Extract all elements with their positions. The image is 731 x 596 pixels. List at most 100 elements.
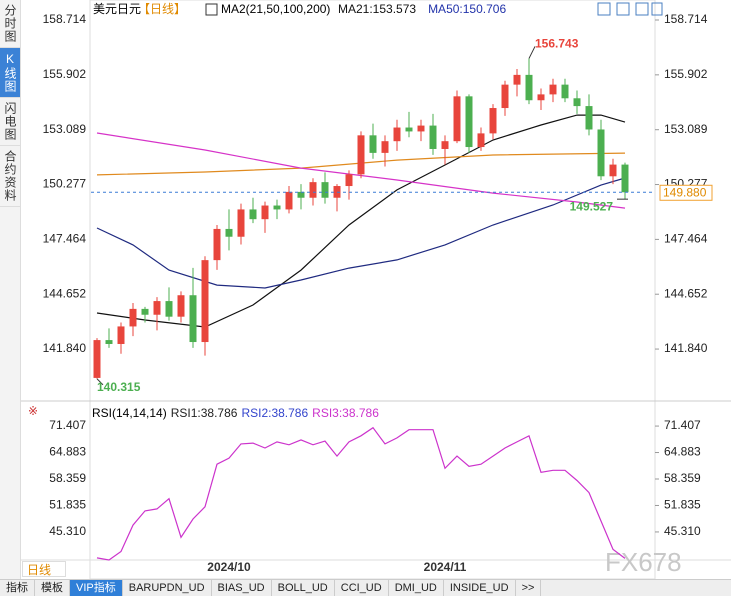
icon[interactable]: [651, 2, 663, 16]
y-tick-label: 45.310: [49, 524, 86, 538]
y-tick-label: 158.714: [43, 12, 87, 26]
last-price-label: 149.880: [663, 185, 707, 199]
symbol: 美元日元: [93, 2, 141, 16]
legend-entry: RSI3:38.786: [312, 406, 379, 420]
candle-body: [297, 191, 305, 198]
low-annotation: 140.315: [97, 380, 141, 394]
watermark: FX678: [605, 547, 682, 577]
candle-body: [93, 340, 101, 378]
y-tick-label: 144.652: [664, 286, 708, 300]
annotation-leader: [96, 378, 104, 386]
candle-body: [537, 94, 545, 101]
candle-body: [177, 295, 185, 317]
ma-icon[interactable]: [205, 3, 218, 16]
x-tick-label: 2024/11: [424, 560, 467, 574]
high-annotation: 156.743: [535, 37, 579, 51]
sidebar-tab[interactable]: 合约资料: [0, 146, 20, 207]
annotation-leader: [528, 46, 536, 59]
y-tick-label: 51.835: [49, 498, 86, 512]
candle-body: [345, 174, 353, 187]
y-tick-label: 147.464: [664, 232, 708, 246]
rsi-line: [96, 426, 626, 561]
last-low-annotation: 149.527: [570, 199, 614, 213]
y-tick-label: 64.883: [664, 445, 701, 459]
candle-body: [621, 164, 629, 193]
candle-body: [309, 182, 317, 198]
y-tick-label: 153.089: [664, 122, 708, 136]
period-selector[interactable]: 日线: [22, 561, 66, 577]
toolbar-item[interactable]: 指标: [0, 580, 35, 596]
legend-entry: RSI1:38.786: [171, 406, 238, 420]
ma-line: [96, 177, 626, 289]
toolbar-item[interactable]: BOLL_UD: [272, 580, 335, 596]
sidebar: 分时图 K线图 闪电图 合约资料: [0, 0, 21, 580]
candle-body: [393, 127, 401, 142]
x-tick-label: 2024/10: [207, 560, 251, 574]
ma-line: [96, 132, 626, 209]
toolbar-item[interactable]: BIAS_UD: [212, 580, 272, 596]
candle-body: [525, 74, 533, 101]
candle-body: [261, 205, 269, 220]
candle-body: [441, 141, 449, 149]
rsi-title: RSI(14,14,14): [92, 406, 167, 420]
icon[interactable]: [616, 2, 630, 16]
toolbar-item[interactable]: BARUPDN_UD: [123, 580, 212, 596]
candle-body: [465, 96, 473, 148]
y-tick-label: 71.407: [49, 418, 86, 432]
toolbar-item[interactable]: 模板: [35, 580, 70, 596]
candle-body: [477, 133, 485, 148]
y-tick-label: 64.883: [49, 445, 86, 459]
candle-body: [453, 96, 461, 142]
sidebar-tab[interactable]: 闪电图: [0, 98, 20, 146]
candle-body: [225, 228, 233, 237]
candle-body: [369, 135, 377, 153]
ma-line: [96, 152, 626, 176]
candle-body: [561, 84, 569, 99]
candle-body: [357, 135, 365, 175]
candle-body: [549, 84, 557, 95]
toolbar-item[interactable]: CCI_UD: [335, 580, 389, 596]
candle-body: [273, 205, 281, 210]
toolbar-item[interactable]: VIP指标: [70, 580, 123, 596]
y-tick-label: 147.464: [43, 232, 87, 246]
toolbar-item[interactable]: >>: [516, 580, 542, 596]
y-tick-label: 153.089: [43, 122, 87, 136]
y-tick-label: 150.277: [43, 177, 87, 191]
toolbar: 指标 模板 VIP指标 BARUPDN_UD BIAS_UD BOLL_UD CCI_UD D…: [0, 579, 731, 596]
toolbar-item[interactable]: DMI_UD: [389, 580, 444, 596]
y-tick-label: 155.902: [664, 67, 708, 81]
toolbar-icons: [597, 2, 663, 16]
y-tick-label: 141.840: [664, 341, 708, 355]
y-tick-label: 58.359: [49, 471, 86, 485]
candle-body: [609, 164, 617, 177]
icon[interactable]: [635, 2, 649, 16]
legend-entry: RSI2:38.786: [241, 406, 308, 420]
candle-body: [321, 182, 329, 198]
toolbar-item[interactable]: INSIDE_UD: [444, 580, 516, 596]
y-tick-label: 155.902: [43, 67, 87, 81]
last-price-box: [659, 184, 713, 201]
candle-body: [237, 209, 245, 237]
y-tick-label: 141.840: [43, 341, 87, 355]
chart-frame: [89, 0, 656, 580]
candle-body: [381, 141, 389, 153]
candle-body: [165, 301, 173, 317]
candle-body: [597, 129, 605, 177]
y-tick-label: 158.714: [664, 12, 708, 26]
candle-body: [141, 308, 149, 315]
candle-body: [429, 125, 437, 149]
y-tick-label: 51.835: [664, 498, 701, 512]
ma-label: MA21:153.573: [338, 2, 416, 16]
y-tick-label: 58.359: [664, 471, 701, 485]
candle-body: [105, 340, 113, 344]
sidebar-tab[interactable]: K线图: [0, 48, 20, 98]
candle-body: [417, 125, 425, 132]
candle-body: [117, 326, 125, 344]
rsi-icon[interactable]: ※: [28, 404, 38, 418]
icon[interactable]: [597, 2, 611, 16]
sidebar-tab[interactable]: 分时图: [0, 0, 20, 48]
candle-body: [501, 84, 509, 109]
candle-body: [573, 98, 581, 107]
